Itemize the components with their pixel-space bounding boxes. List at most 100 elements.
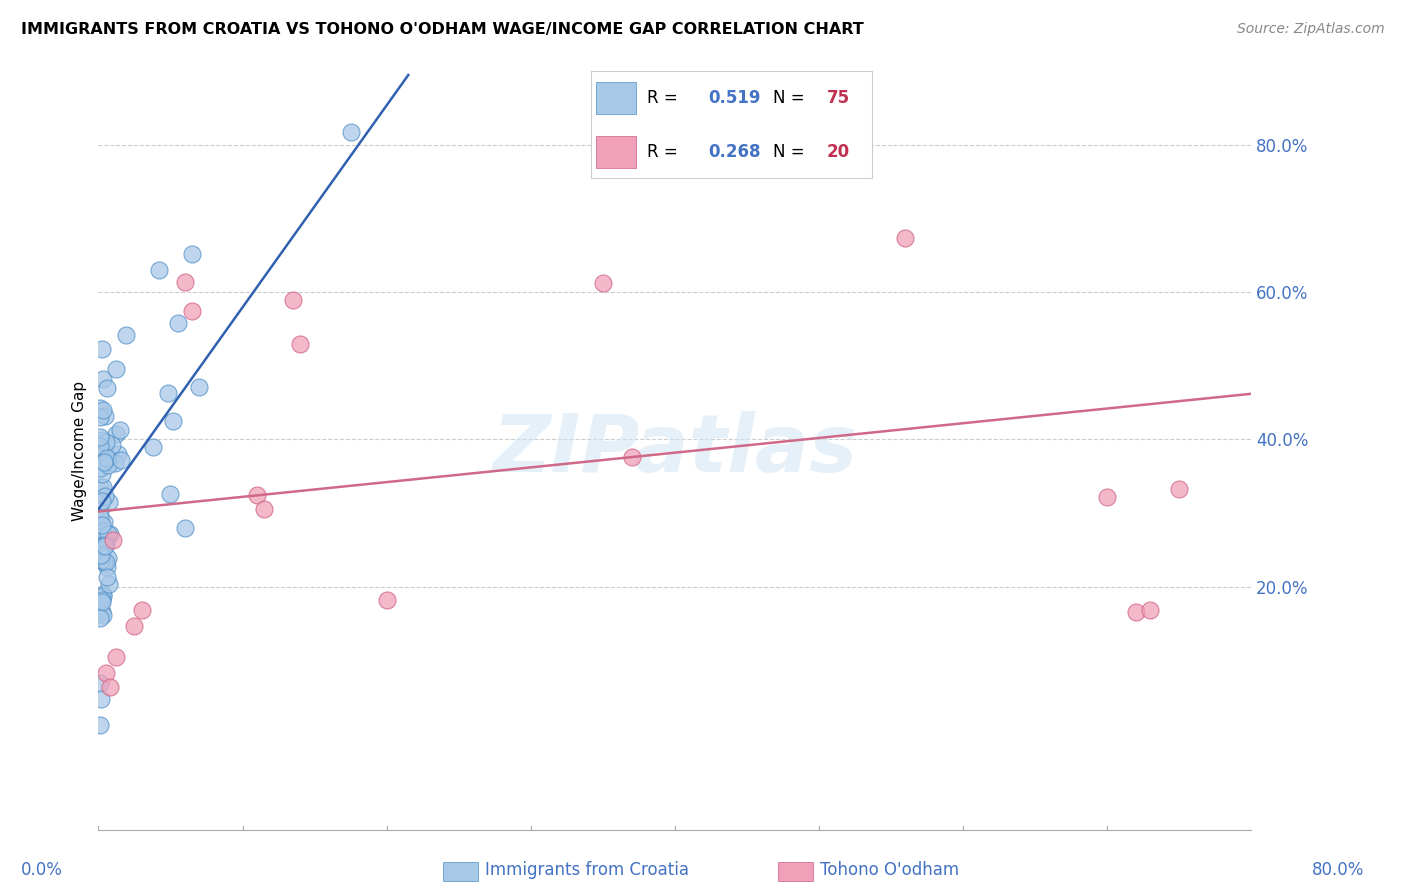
Point [89, 611, 111, 625]
Text: 80.0%: 80.0% [1312, 861, 1364, 879]
Point [91, 524, 114, 539]
Point [91, 608, 114, 623]
Text: IMMIGRANTS FROM CROATIA VS TOHONO O'ODHAM WAGE/INCOME GAP CORRELATION CHART: IMMIGRANTS FROM CROATIA VS TOHONO O'ODHA… [21, 22, 863, 37]
Text: R =: R = [647, 89, 683, 107]
Point [97, 458, 120, 472]
Point [93, 455, 115, 469]
Point [90, 434, 112, 448]
Point [1097, 490, 1119, 504]
Point [94, 435, 117, 450]
Point [90, 467, 112, 482]
Point [620, 450, 643, 464]
Point [98, 680, 121, 694]
Point [90, 593, 112, 607]
Point [94, 555, 117, 569]
Point [89, 676, 111, 690]
Text: R =: R = [647, 143, 683, 161]
Point [93, 589, 115, 603]
Point [89, 530, 111, 544]
Point [94, 539, 117, 553]
Point [94, 665, 117, 680]
Point [110, 453, 132, 467]
Point [93, 489, 115, 503]
Text: Immigrants from Croatia: Immigrants from Croatia [485, 861, 689, 879]
Text: 0.268: 0.268 [709, 143, 761, 161]
Point [91, 494, 114, 508]
Text: Source: ZipAtlas.com: Source: ZipAtlas.com [1237, 22, 1385, 37]
Point [91, 528, 114, 542]
Point [89, 409, 111, 424]
Point [90, 343, 112, 357]
Point [592, 277, 614, 291]
Point [1125, 605, 1147, 619]
Point [90, 549, 112, 563]
Point [174, 275, 197, 289]
Point [89, 401, 111, 415]
Point [281, 293, 304, 308]
Point [181, 247, 204, 261]
Point [124, 618, 146, 632]
Point [253, 502, 276, 516]
Point [98, 527, 121, 541]
Point [104, 456, 127, 470]
Point [93, 587, 115, 601]
Point [166, 316, 188, 330]
Point [91, 480, 114, 494]
Point [104, 362, 127, 376]
Point [90, 605, 112, 619]
Point [91, 595, 114, 609]
Point [97, 451, 120, 466]
Point [181, 303, 204, 318]
Point [96, 381, 118, 395]
Point [91, 518, 114, 533]
Text: N =: N = [773, 89, 810, 107]
Point [93, 515, 115, 529]
Text: 20: 20 [827, 143, 849, 161]
Point [89, 439, 111, 453]
Point [148, 263, 170, 277]
Point [339, 125, 361, 139]
Text: 75: 75 [827, 89, 849, 107]
Point [90, 604, 112, 618]
Point [1139, 603, 1161, 617]
Bar [596, 82, 636, 114]
Point [162, 415, 184, 429]
Point [94, 409, 117, 423]
Text: Tohono O'odham: Tohono O'odham [820, 861, 959, 879]
Point [89, 504, 111, 518]
Point [90, 692, 112, 706]
Point [97, 551, 120, 566]
Point [375, 593, 398, 607]
Point [108, 423, 131, 437]
Point [90, 444, 112, 458]
Text: 0.0%: 0.0% [21, 861, 63, 879]
Point [115, 328, 138, 343]
Point [96, 560, 118, 574]
Point [93, 443, 115, 458]
Point [91, 537, 114, 551]
Point [91, 539, 114, 553]
Point [246, 488, 269, 502]
Y-axis label: Wage/Income Gap: Wage/Income Gap [72, 380, 87, 521]
Point [131, 603, 153, 617]
Point [188, 380, 211, 394]
Point [159, 487, 181, 501]
Point [96, 570, 118, 584]
Point [89, 430, 111, 444]
Point [91, 402, 114, 417]
Point [90, 553, 112, 567]
Point [89, 509, 111, 524]
Point [96, 450, 118, 465]
Bar [596, 136, 636, 168]
Point [96, 535, 118, 549]
Point [290, 336, 312, 351]
Text: ZIPatlas: ZIPatlas [492, 411, 858, 490]
Text: 0.519: 0.519 [709, 89, 761, 107]
Point [98, 495, 121, 509]
Point [89, 718, 111, 732]
Point [93, 538, 115, 552]
Point [174, 521, 197, 535]
Point [93, 555, 115, 569]
Point [107, 447, 129, 461]
Point [156, 386, 179, 401]
